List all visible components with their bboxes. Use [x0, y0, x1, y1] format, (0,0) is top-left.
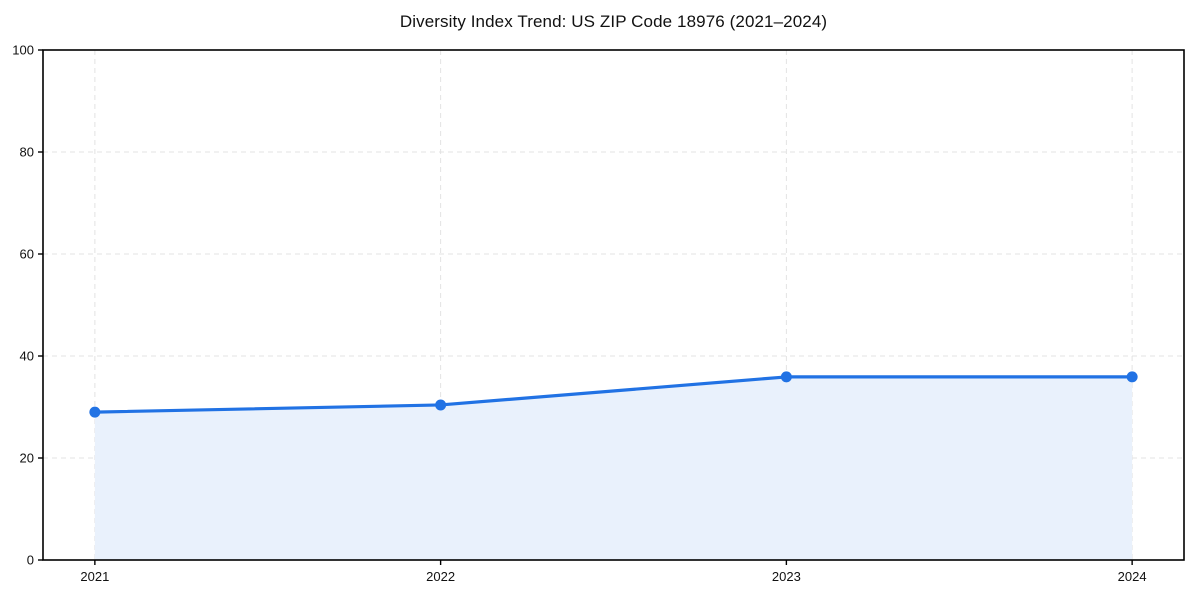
plot-border	[42, 49, 1185, 561]
trend-line	[93, 375, 1134, 414]
y-tick-label: 0	[27, 553, 34, 568]
y-tick-label: 60	[20, 247, 34, 262]
y-tick-label: 100	[12, 43, 34, 58]
y-tick-label: 20	[20, 451, 34, 466]
x-tick-label: 2021	[80, 569, 109, 584]
x-tick-label: 2023	[772, 569, 801, 584]
area-fill	[94, 376, 1133, 560]
data-point	[1126, 371, 1138, 383]
data-point	[435, 399, 447, 411]
x-tick-label: 2024	[1118, 569, 1147, 584]
y-tick-label: 80	[20, 145, 34, 160]
chart-title: Diversity Index Trend: US ZIP Code 18976…	[399, 12, 828, 31]
data-point	[780, 371, 792, 383]
data-point	[89, 406, 101, 418]
x-tick-label: 2022	[426, 569, 455, 584]
y-tick-label: 40	[20, 349, 34, 364]
